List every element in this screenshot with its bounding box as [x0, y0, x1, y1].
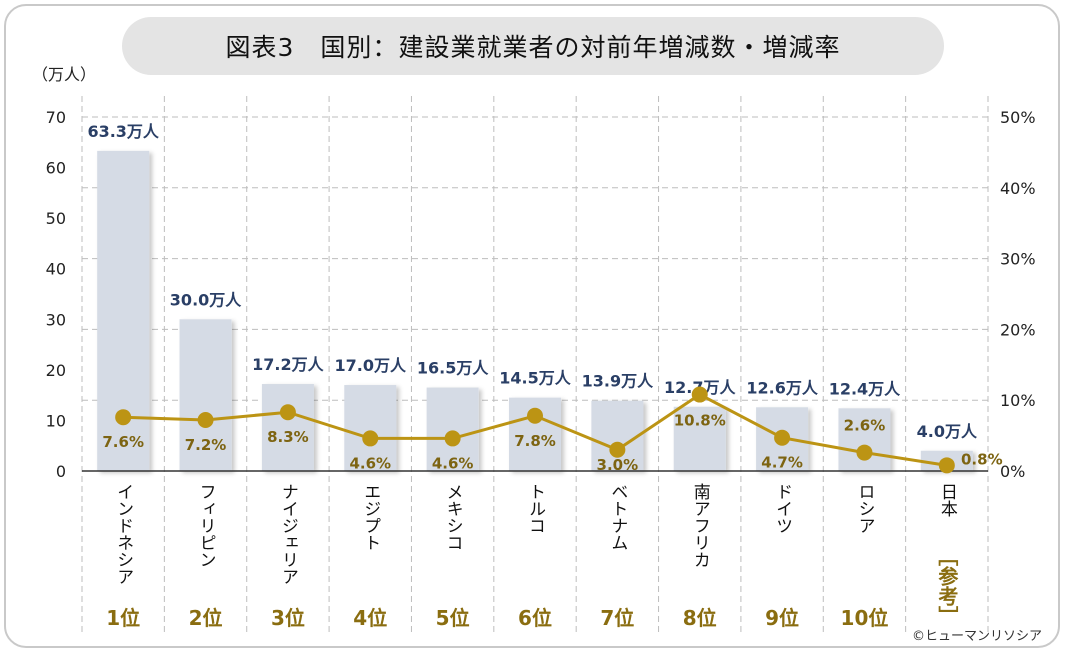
y-left-tick-label: 70 — [46, 108, 66, 127]
rate-point — [115, 409, 132, 426]
rate-label: 7.2% — [185, 436, 227, 454]
category-label: ベトナム — [607, 483, 627, 551]
y-right-tick-label: 0% — [1000, 462, 1025, 481]
rate-point — [279, 404, 296, 421]
rate-point — [609, 441, 626, 458]
bar-value-label: 14.5万人 — [499, 369, 571, 388]
y-left-unit-label: （万人） — [32, 65, 96, 84]
bar — [344, 385, 397, 471]
bar-value-label: 16.5万人 — [417, 359, 489, 378]
y-left-tick-label: 0 — [56, 462, 66, 481]
bar-value-label: 4.0万人 — [917, 422, 978, 441]
bar-value-label: 17.0万人 — [335, 356, 407, 375]
category-label: インドネシア — [113, 483, 133, 585]
bar-value-label: 12.6万人 — [746, 378, 818, 397]
rank-label: 6位 — [518, 606, 552, 630]
rank-label: 5位 — [436, 606, 470, 630]
rate-point — [197, 412, 214, 429]
y-left-tick-label: 20 — [46, 361, 66, 380]
rate-point — [774, 429, 791, 446]
y-left-tick-label: 30 — [46, 310, 66, 329]
bar-value-label: 13.9万人 — [582, 372, 654, 391]
category-label: フィリピン — [196, 483, 216, 568]
rate-label: 3.0% — [597, 456, 639, 474]
rank-label: 9位 — [765, 606, 799, 630]
rank-label: 10位 — [841, 606, 889, 630]
rank-label: 2位 — [189, 606, 223, 630]
y-left-tick-label: 60 — [46, 159, 66, 178]
rate-point — [444, 430, 461, 447]
category-label: ナイジェリア — [278, 483, 298, 585]
bar-value-label: 12.4万人 — [829, 379, 901, 398]
rank-label: 4位 — [353, 606, 387, 630]
rate-label: 10.8% — [674, 412, 726, 430]
y-right-tick-label: 30% — [1000, 250, 1036, 269]
bar — [591, 400, 644, 471]
rate-point — [691, 386, 708, 403]
category-label: トルコ — [525, 483, 545, 534]
rate-point — [938, 457, 955, 474]
rank-label: 1位 — [106, 606, 140, 630]
bar — [673, 406, 726, 471]
category-label: ロシア — [854, 483, 874, 534]
y-left-tick-label: 10 — [46, 411, 66, 430]
category-label: エジプト — [360, 483, 380, 551]
bar-value-label: 17.2万人 — [252, 355, 324, 374]
y-left-tick-label: 40 — [46, 260, 66, 279]
category-label: メキシコ — [443, 483, 463, 551]
y-right-tick-label: 40% — [1000, 179, 1036, 198]
rate-point — [362, 430, 379, 447]
rate-label: 0.8% — [961, 450, 1003, 468]
rate-label: 7.6% — [102, 433, 144, 451]
y-right-tick-label: 50% — [1000, 108, 1036, 127]
rate-label: 4.6% — [432, 454, 474, 472]
rate-label: 4.7% — [761, 454, 803, 472]
bar — [426, 387, 479, 471]
y-right-tick-label: 10% — [1000, 391, 1036, 410]
rank-label: ［参考］ — [935, 546, 959, 626]
category-label: 日本 — [937, 483, 958, 517]
rate-point — [856, 444, 873, 461]
category-label: 南アフリカ — [690, 483, 710, 568]
rate-label: 4.6% — [349, 454, 391, 472]
rate-label: 8.3% — [267, 428, 309, 446]
rank-label: 3位 — [271, 606, 305, 630]
rank-label: 8位 — [683, 606, 717, 630]
bar — [179, 319, 232, 471]
bar-value-label: 30.0万人 — [170, 290, 242, 309]
bar-value-label: 63.3万人 — [87, 122, 159, 141]
category-label: ドイツ — [772, 483, 792, 534]
bar — [261, 384, 314, 471]
rate-point — [527, 407, 543, 424]
rate-label: 2.6% — [844, 417, 886, 435]
rate-label: 7.8% — [514, 432, 556, 450]
rank-label: 7位 — [600, 606, 634, 630]
chart-title: 図表3 国別：建設業就業者の対前年増減数・増減率 — [122, 17, 944, 75]
copyright-label: ©ヒューマンリソシア — [912, 629, 1042, 644]
y-left-tick-label: 50 — [46, 209, 66, 228]
y-right-tick-label: 20% — [1000, 320, 1036, 339]
